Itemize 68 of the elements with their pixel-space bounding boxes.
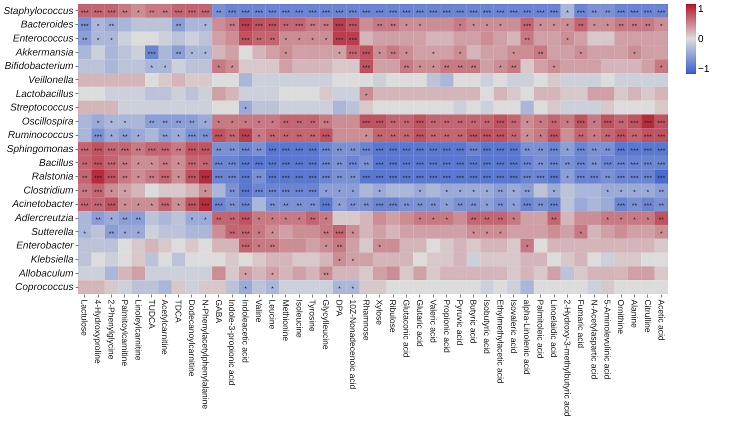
x-tick-label: Glutaric acid (414, 300, 425, 348)
x-tick-label: alpha-Linolenic acid (522, 300, 532, 375)
x-tick-label: Isovaleric acid (508, 300, 519, 354)
x-tick-label: Indole-3-propionic acid (227, 300, 238, 386)
x-tick-label: Tyrosine (308, 300, 318, 332)
x-tick-label: Fumaric acid (576, 300, 586, 348)
x-tick-label: Leucine (267, 300, 278, 330)
y-tick-label: Staphylococcus (3, 6, 74, 17)
x-tick-label: TUDCA (146, 300, 157, 330)
y-tick-label: Bacillus (39, 158, 74, 169)
y-tick-label: Adlercreutzia (14, 213, 74, 224)
x-tick-label: Ornithine (616, 300, 626, 334)
x-tick-label: GABA (214, 300, 224, 324)
y-tick-label: Streptococcus (10, 102, 74, 114)
y-tick-label: Ralstonia (32, 172, 74, 183)
y-tick-label: Enterococcus (12, 34, 74, 45)
x-tick-label: Acetylcarnitine (160, 300, 170, 356)
y-tick-label: Allobaculum (18, 268, 74, 280)
y-tick-label: Coprococcus (15, 282, 74, 294)
x-tick-label: Linoleylcarnitine (133, 300, 144, 361)
x-tick-label: Glycylleucine (321, 300, 332, 350)
color-bar-label: 1 (698, 4, 704, 15)
color-bar-label: 0 (698, 34, 704, 45)
y-tick-label: Akkermansia (14, 47, 74, 58)
x-tick-label: Valine (254, 300, 264, 323)
x-tick-label: Palmitoylcarnitine (120, 300, 130, 366)
y-tick-label: Sutterella (31, 226, 74, 238)
x-tick-label: 2-Hydroxy-3-methylbutyric acid (562, 300, 572, 417)
y-tick-label: Sphingomonas (6, 144, 74, 155)
x-tick-label: 5-Aminolevulinic acid (602, 300, 613, 380)
y-tick-label: Acinetobacter (11, 199, 74, 210)
x-tick-label: TDCA (174, 300, 184, 323)
x-tick-label: Lactulose (80, 300, 90, 336)
x-tick-label: Dodecanoylcarnitine (186, 300, 197, 377)
x-tick-label: Methionine (280, 300, 291, 342)
x-tick-label: Valeric acid (428, 300, 438, 344)
x-tick-label: Xylose (374, 300, 385, 326)
y-tick-label: Bacteroides (20, 20, 74, 31)
y-tick-label: Oscillospira (22, 116, 74, 128)
x-tick-label: N-Phenylacetylphenylalanine (200, 300, 210, 410)
x-tick-label: Rhamnose (361, 300, 372, 341)
x-tick-label: Palmitoleic acid (536, 300, 546, 359)
y-tick-label: Clostridium (23, 185, 74, 196)
x-tick-label: Alanine (629, 300, 640, 328)
x-tick-label: Citrulline (642, 300, 653, 333)
x-tick-label: Indoleacetic acid (240, 300, 251, 364)
x-tick-label: DPA (334, 300, 344, 317)
x-tick-label: Propionic acid (442, 300, 452, 354)
x-tick-label: 10Z-Nonadecenoic acid (348, 300, 358, 390)
y-tick-label: Bifidobacterium (4, 61, 74, 72)
x-tick-label: 2-Phenylglycine (106, 300, 117, 360)
x-tick-label: N-Acetylaspartic acid (589, 300, 600, 380)
y-tick-label: Ruminococcus (8, 130, 74, 142)
x-tick-label: Ribulose (388, 300, 398, 333)
x-tick-label: Ethylmethylacetic acid (495, 300, 506, 384)
y-tick-label: Klebsiella (30, 254, 74, 266)
x-tick-label: Isoleucine (294, 300, 304, 338)
x-tick-label: 4-Hydroxyproline (93, 300, 104, 364)
x-tick-label: Acetic acid (656, 300, 666, 341)
x-tick-label: Glutaconic acid (402, 300, 412, 358)
x-tick-label: Isobutyric acid (482, 300, 492, 354)
y-tick-label: Veillonella (28, 74, 74, 86)
color-bar-label: −1 (698, 64, 710, 75)
x-tick-label: Linoelaidic acid (549, 300, 560, 358)
x-tick-label: Pyruvic acid (455, 300, 466, 346)
y-tick-label: Lactobacillus (16, 88, 74, 100)
x-tick-label: Butyric acid (468, 300, 479, 344)
y-tick-label: Enterobacter (16, 240, 74, 252)
